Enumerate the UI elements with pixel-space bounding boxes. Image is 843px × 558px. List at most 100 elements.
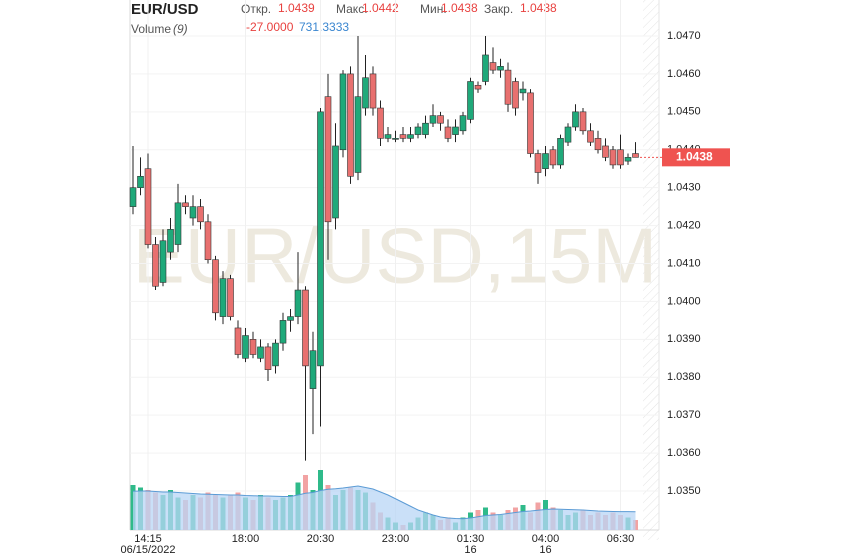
candle-body — [212, 259, 219, 314]
chart-title: EUR/USD — [131, 1, 199, 18]
candle-body — [294, 289, 302, 317]
candle-body — [422, 122, 429, 135]
volume-ma-value: 731.3333 — [299, 20, 349, 34]
y-tick-label: 1.0460 — [667, 68, 701, 80]
y-tick-label: 1.0410 — [667, 257, 701, 269]
candle-body — [377, 107, 384, 139]
candle-body — [444, 126, 452, 139]
candle-body — [429, 115, 437, 124]
candle-body — [227, 278, 234, 317]
candle-body — [414, 126, 422, 135]
candle-body — [242, 335, 249, 359]
y-tick-label: 1.0430 — [667, 182, 701, 194]
x-tick-label: 01:30 — [457, 533, 485, 545]
y-tick-label: 1.0470 — [667, 30, 701, 42]
candle-body — [557, 138, 564, 166]
candle-body — [234, 327, 242, 355]
legend-value: 1.0442 — [362, 1, 399, 15]
x-tick-label: 18:00 — [232, 533, 260, 545]
volume-period: (9) — [173, 22, 188, 36]
candle-body — [272, 342, 279, 367]
candle-body — [144, 168, 152, 245]
y-tick-label: 1.0420 — [667, 219, 701, 231]
candle-body — [302, 289, 309, 367]
candle-body — [174, 202, 182, 245]
x-tick-sublabel: 06/15/2022 — [120, 544, 175, 556]
x-tick-label: 06:30 — [607, 533, 635, 545]
candle-body — [474, 84, 482, 90]
candle-body — [384, 134, 392, 139]
x-tick-label: 04:00 — [532, 533, 560, 545]
candle-body — [324, 96, 332, 223]
y-tick-label: 1.0360 — [667, 447, 701, 459]
candle-body — [519, 88, 527, 94]
candle-body — [437, 115, 444, 124]
candle-body — [407, 134, 414, 139]
legend-label: Закр. — [484, 2, 513, 16]
candle-body — [542, 153, 549, 170]
candle-body — [572, 111, 579, 128]
legend-label: Мин. — [420, 2, 447, 16]
candle-body — [452, 126, 459, 135]
volume-value: -27.0000 — [246, 20, 294, 34]
candle-body — [482, 54, 489, 82]
candle-body — [204, 221, 212, 261]
candle-body — [137, 175, 144, 188]
legend-value: 1.0438 — [441, 1, 478, 15]
candle-body — [264, 346, 272, 370]
candle-body — [392, 138, 399, 140]
candle-body — [354, 96, 362, 173]
candle-body — [287, 316, 294, 321]
volume-ma-area — [133, 486, 636, 530]
candle-body — [489, 62, 497, 71]
candle-body — [594, 138, 602, 151]
candle-body — [617, 149, 624, 166]
legend-value: 1.0438 — [520, 1, 557, 15]
candle-body — [219, 278, 227, 317]
y-tick-label: 1.0390 — [667, 333, 701, 345]
candle-body — [347, 73, 354, 177]
x-tick-label: 14:15 — [134, 533, 162, 545]
candle-body — [279, 320, 287, 344]
candle-body — [249, 339, 257, 355]
candle-body — [369, 73, 377, 109]
future-area — [643, 0, 659, 540]
volume-ma-line — [132, 485, 636, 520]
candle-body — [534, 153, 542, 173]
candle-body — [167, 229, 174, 253]
y-tick-label: 1.0370 — [667, 409, 701, 421]
candle-body — [602, 145, 609, 158]
last-price-tag — [662, 148, 730, 167]
candle-body — [332, 145, 339, 219]
candle-body — [467, 81, 474, 120]
candle-body — [587, 130, 594, 143]
candle-body — [339, 73, 347, 151]
candle-body — [399, 134, 407, 139]
volume-label: Volume — [131, 22, 171, 36]
candle-body — [609, 149, 617, 166]
candle-body — [189, 206, 197, 219]
y-tick-label: 1.0350 — [667, 485, 701, 497]
candle-body — [197, 206, 204, 223]
candle-body — [309, 350, 317, 389]
y-tick-label: 1.0450 — [667, 106, 701, 118]
candle-body — [624, 157, 632, 162]
candle-body — [632, 153, 639, 158]
x-tick-label: 23:00 — [382, 533, 410, 545]
candle-body — [159, 240, 167, 283]
candle-body — [504, 69, 512, 105]
candle-body — [257, 346, 264, 359]
candle-body — [317, 111, 324, 367]
candle-body — [564, 126, 572, 143]
candle-body — [497, 66, 504, 71]
candle-body — [512, 81, 519, 109]
candle-body — [527, 92, 534, 154]
x-tick-sublabel: 16 — [539, 544, 551, 556]
y-tick-label: 1.0380 — [667, 371, 701, 383]
legend-label: Откр. — [241, 2, 271, 16]
candle-body — [129, 187, 137, 207]
candle-body — [362, 77, 369, 109]
candle-body — [459, 115, 467, 132]
x-tick-sublabel: 16 — [464, 544, 476, 556]
